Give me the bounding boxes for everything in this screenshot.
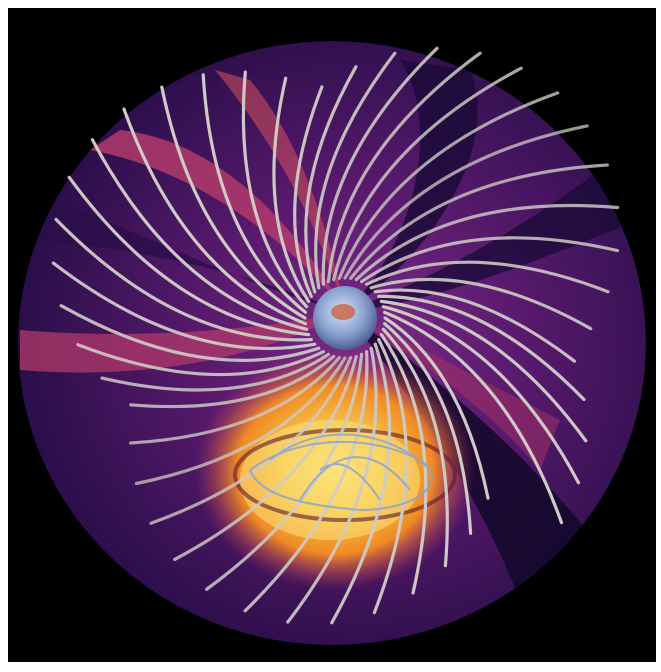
field-line-icon xyxy=(304,65,358,294)
field-line-icon xyxy=(349,163,609,280)
field-line-icon xyxy=(379,299,588,443)
field-line-icon xyxy=(332,66,523,282)
field-line-icon xyxy=(369,277,593,331)
field-line-icon xyxy=(381,305,581,485)
field-line-icon xyxy=(330,342,392,625)
field-line-icon xyxy=(373,288,576,363)
field-line-icon xyxy=(59,304,321,362)
field-line-icon xyxy=(286,346,378,624)
inner-tangle xyxy=(249,433,433,512)
field-line-icon xyxy=(337,91,560,280)
field-line-icon xyxy=(314,51,397,290)
field-line-icon xyxy=(160,85,307,320)
field-line-icon xyxy=(243,350,369,613)
field-line-icon xyxy=(90,138,309,331)
field-line-icon xyxy=(372,338,408,615)
field-line-icon xyxy=(67,175,311,337)
field-line-icon xyxy=(381,327,449,568)
field-line-icon xyxy=(173,354,358,561)
field-line-icon xyxy=(122,107,307,326)
field-line-icon xyxy=(383,310,564,525)
field-line-icon xyxy=(326,51,482,284)
field-line-icon xyxy=(201,73,307,314)
field-line-icon xyxy=(272,76,311,303)
central-sphere-icon xyxy=(313,286,377,350)
field-line-icon xyxy=(383,322,473,535)
field-line-icon xyxy=(354,203,620,282)
field-line-icon xyxy=(54,217,313,342)
field-line-icon xyxy=(129,354,336,409)
field-line-icon xyxy=(377,294,586,402)
field-line-icon xyxy=(365,260,610,294)
field-line-icon xyxy=(241,70,309,309)
field-line-icon xyxy=(134,356,347,486)
field-line-icon xyxy=(383,316,490,500)
field-line-icon xyxy=(321,46,439,286)
field-line-icon xyxy=(343,124,589,280)
field-line-icon xyxy=(293,85,324,298)
field-line-icon xyxy=(76,343,325,377)
field-line-icon xyxy=(51,261,317,351)
field-lines xyxy=(51,46,620,625)
field-line-icon xyxy=(360,236,619,284)
field-line-icon xyxy=(129,356,341,445)
field-line-icon xyxy=(379,333,428,595)
field-line-icon xyxy=(100,352,330,392)
